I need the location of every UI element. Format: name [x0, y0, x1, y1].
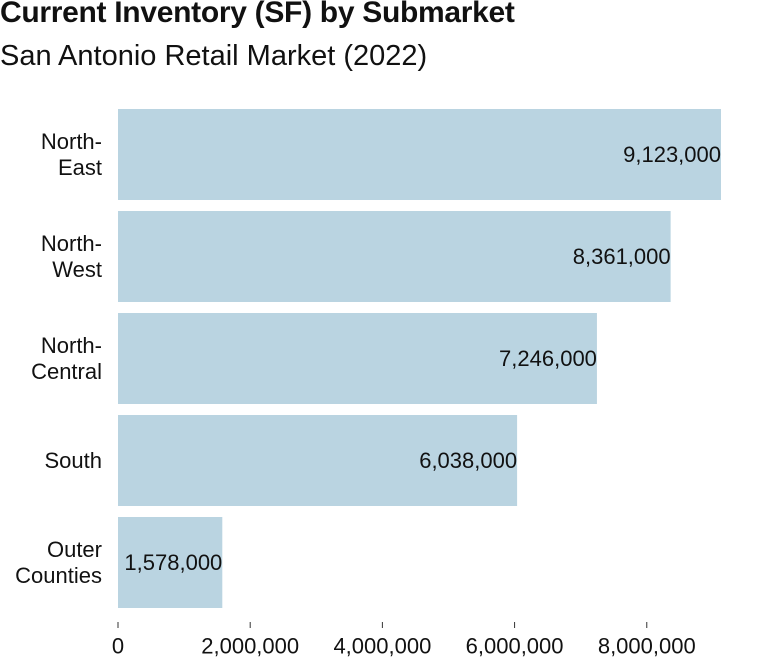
- x-axis: 0 2,000,000 4,000,000 6,000,000 8,000,000: [112, 622, 696, 659]
- bar: [118, 517, 223, 608]
- bars-group: [118, 109, 721, 608]
- category-label: North-Central: [31, 333, 102, 384]
- bar: [118, 211, 671, 302]
- x-tick-label: 2,000,000: [201, 634, 299, 659]
- chart-subtitle: San Antonio Retail Market (2022): [0, 40, 428, 72]
- chart-title: Current Inventory (SF) by Submarket: [0, 0, 515, 29]
- bar-value-label: 1,578,000: [124, 550, 222, 575]
- x-tick-label: 0: [112, 634, 124, 659]
- bar-value-label: 6,038,000: [419, 448, 517, 473]
- bar: [118, 109, 721, 200]
- category-label: South: [45, 448, 103, 473]
- x-tick-label: 8,000,000: [598, 634, 696, 659]
- bar-value-labels-group: 9,123,000 8,361,000 7,246,000 6,038,000 1,57…: [124, 142, 721, 575]
- x-tick-label: 6,000,000: [466, 634, 564, 659]
- category-label: Outer Counties: [15, 537, 102, 588]
- bar-value-label: 8,361,000: [573, 244, 671, 269]
- bar: [118, 415, 518, 506]
- category-label: North-East: [41, 129, 102, 180]
- bar-value-label: 9,123,000: [623, 142, 721, 167]
- bar-value-label: 7,246,000: [499, 346, 597, 371]
- x-tick-label: 4,000,000: [333, 634, 431, 659]
- category-labels-group: North-East North-West North-Central South Ou…: [15, 129, 102, 588]
- bar: [118, 313, 597, 404]
- category-label: North-West: [41, 231, 102, 282]
